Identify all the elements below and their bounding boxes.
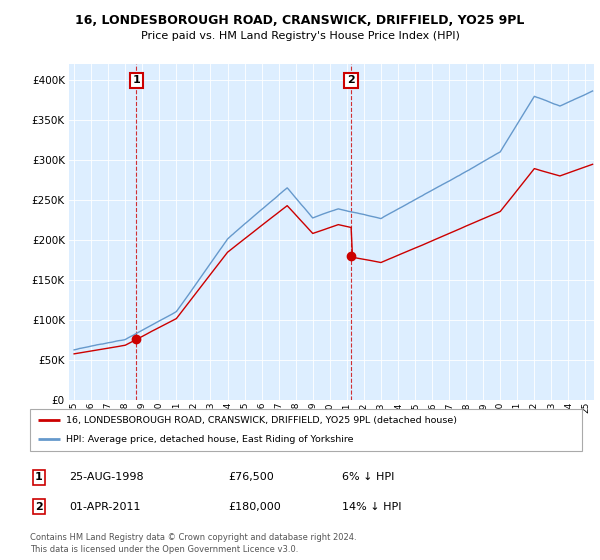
Text: 01-APR-2011: 01-APR-2011 [69, 502, 140, 512]
Text: £180,000: £180,000 [228, 502, 281, 512]
Text: 16, LONDESBOROUGH ROAD, CRANSWICK, DRIFFIELD, YO25 9PL (detached house): 16, LONDESBOROUGH ROAD, CRANSWICK, DRIFF… [66, 416, 457, 424]
Text: 2: 2 [347, 76, 355, 85]
Text: Contains HM Land Registry data © Crown copyright and database right 2024.: Contains HM Land Registry data © Crown c… [30, 533, 356, 542]
Text: 14% ↓ HPI: 14% ↓ HPI [342, 502, 401, 512]
Text: HPI: Average price, detached house, East Riding of Yorkshire: HPI: Average price, detached house, East… [66, 435, 353, 444]
Text: 1: 1 [133, 76, 140, 85]
Text: This data is licensed under the Open Government Licence v3.0.: This data is licensed under the Open Gov… [30, 545, 298, 554]
Text: 16, LONDESBOROUGH ROAD, CRANSWICK, DRIFFIELD, YO25 9PL: 16, LONDESBOROUGH ROAD, CRANSWICK, DRIFF… [76, 14, 524, 27]
Text: 25-AUG-1998: 25-AUG-1998 [69, 472, 143, 482]
Text: 2: 2 [35, 502, 43, 512]
Text: £76,500: £76,500 [228, 472, 274, 482]
Text: 1: 1 [35, 472, 43, 482]
Text: Price paid vs. HM Land Registry's House Price Index (HPI): Price paid vs. HM Land Registry's House … [140, 31, 460, 41]
Text: 6% ↓ HPI: 6% ↓ HPI [342, 472, 394, 482]
